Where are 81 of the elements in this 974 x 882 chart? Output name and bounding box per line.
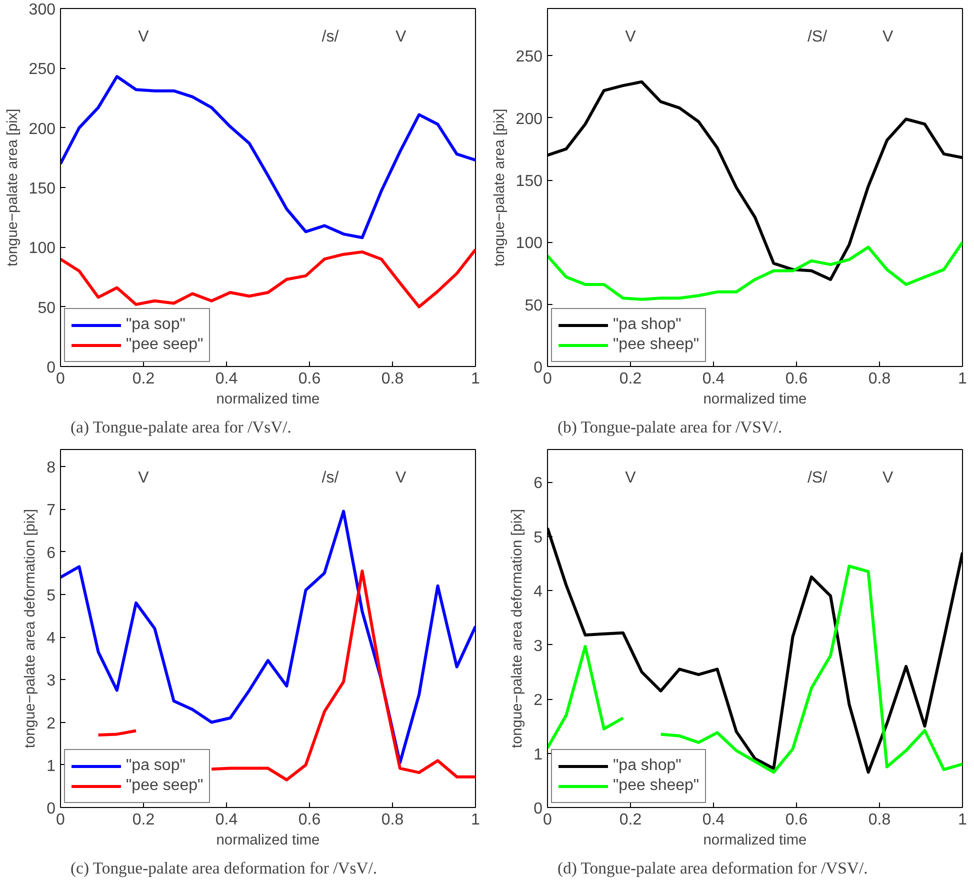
legend-label: "pee sheep" [613,777,700,795]
annotation: /s/ [322,470,340,487]
y-tick-label: 100 [28,240,56,258]
x-tick-label: 0.2 [619,370,642,388]
x-tick-label: 0.6 [785,812,808,828]
y-tick-label: 250 [516,48,543,66]
x-tick-label: 0.8 [868,812,891,828]
text: (d) Tongue-palate area deformation for /VSV/. [558,858,868,878]
legend-label: "pa shop" [613,757,682,775]
y-tick-label: 150 [28,180,56,198]
x-tick-label: 1 [471,812,480,828]
x-tick-label: 0.8 [381,370,404,388]
y-tick-label: 1 [534,746,543,764]
y-tick-label: 0 [46,360,56,376]
y-tick-label: 6 [534,475,543,492]
annotation: V [882,470,894,487]
y-tick-label: 7 [46,502,56,520]
y-axis-title: tongue−palate area deformation [pix] [510,508,526,748]
y-tick-label: 5 [46,587,56,604]
y-tick-label: 100 [516,235,543,252]
annotation: V [395,470,406,487]
y-tick-label: 200 [28,120,56,138]
x-tick-label: 0.2 [619,812,642,828]
x-tick-label: 0.6 [298,812,321,828]
annotation: V [882,28,894,46]
legend-label: "pa shop" [613,316,682,334]
x-tick-label: 0.4 [702,812,725,828]
x-tick-label: 0.2 [132,370,155,388]
x-tick-label: 0.4 [215,370,238,388]
y-tick-label: 4 [46,630,56,648]
y-tick-label: 3 [46,672,56,690]
annotation: /S/ [807,28,828,46]
y-tick-label: 0 [534,800,543,818]
y-axis-title: tongue−palate area [pix] [492,108,508,266]
x-tick-label: 0.6 [785,370,808,388]
legend-label: "pa sop" [126,757,186,775]
annotation: /S/ [807,470,828,487]
y-tick-label: 150 [516,173,543,190]
x-axis-title: normalized time [703,392,807,408]
annotation: V [625,28,636,46]
x-tick-label: 0.4 [702,370,725,388]
x-tick-label: 0.6 [298,370,321,388]
y-tick-label: 8 [46,460,56,477]
y-tick-label: 300 [28,2,56,18]
y-tick-label: 200 [516,110,543,128]
y-axis-title: tongue−palate area [pix] [4,108,21,266]
text: (c) Tongue-palate area deformation for /VsV/. [70,858,378,878]
x-tick-label: 0.4 [215,812,238,828]
annotation: /s/ [322,28,340,46]
y-tick-label: 2 [534,692,543,710]
x-tick-label: 0.2 [132,812,155,828]
y-tick-label: 50 [524,297,543,314]
legend-label: "pee sheep" [613,336,700,354]
annotation: V [138,470,150,487]
legend-label: "pa sop" [126,316,186,334]
x-axis-title: normalized time [216,832,320,848]
annotation: V [138,28,150,46]
text: (b) Tongue-palate area for /VSV/. [558,418,782,436]
x-axis-title: normalized time [703,832,807,848]
annotation: V [625,470,636,487]
x-axis-title: normalized time [216,392,320,408]
y-tick-label: 0 [534,360,543,376]
y-tick-label: 50 [38,300,56,317]
text: (a) Tongue-palate area for /VsV/. [70,418,292,436]
y-tick-label: 0 [46,800,56,818]
y-tick-label: 5 [534,529,543,546]
x-tick-label: 0.8 [381,812,404,828]
x-tick-label: 0.8 [868,370,891,388]
y-tick-label: 1 [46,758,56,775]
x-tick-label: 1 [958,370,968,388]
legend-label: "pee seep" [126,777,204,795]
y-tick-label: 4 [534,584,543,601]
x-tick-label: 1 [958,812,968,828]
legend-label: "pee seep" [126,336,204,354]
y-tick-label: 250 [28,61,56,78]
x-tick-label: 1 [471,370,480,388]
y-axis-title: tongue−palate area deformation [pix] [22,508,39,748]
y-tick-label: 2 [46,715,56,732]
y-tick-label: 3 [534,638,543,655]
annotation: V [395,28,406,46]
y-tick-label: 6 [46,544,56,562]
